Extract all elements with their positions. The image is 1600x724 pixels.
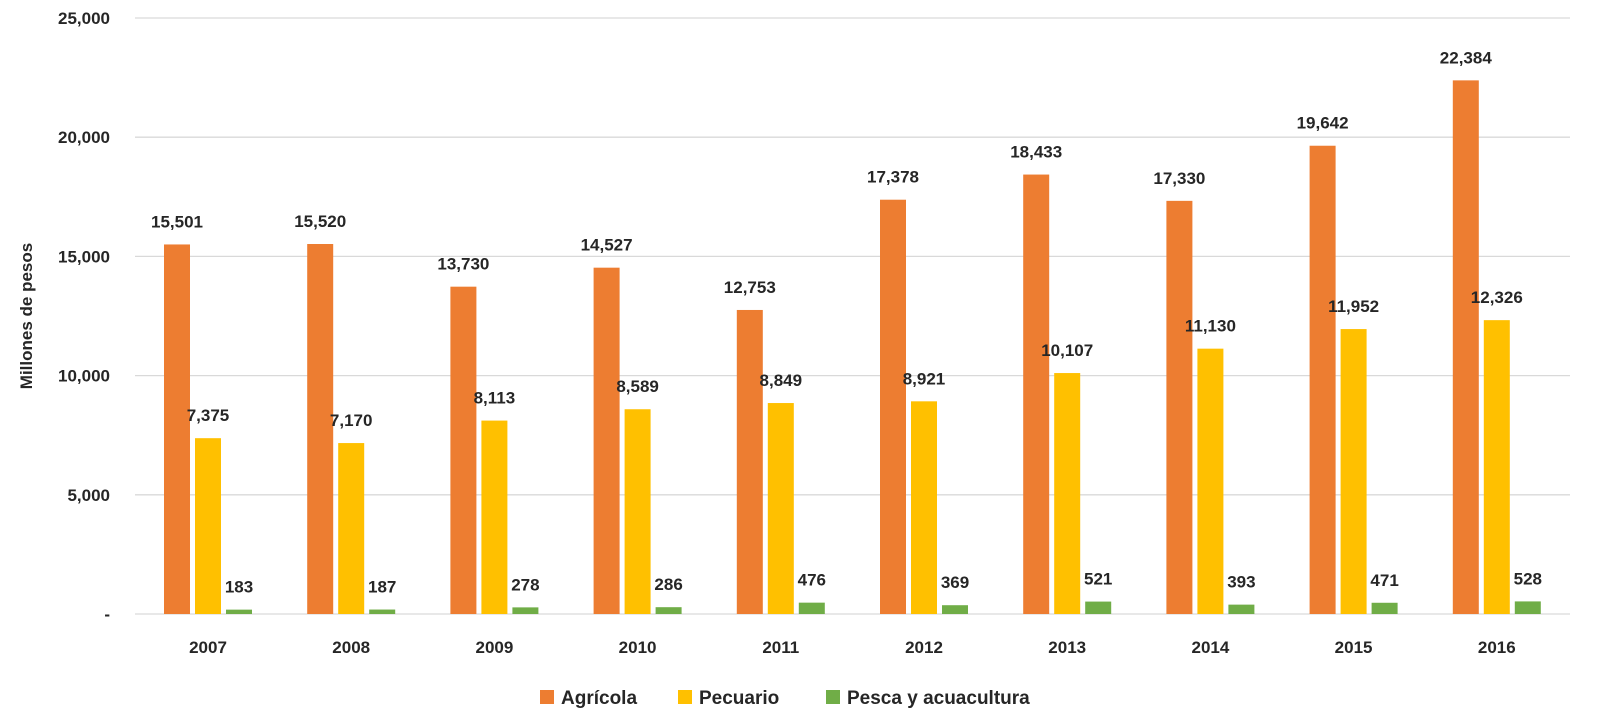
data-label: 8,849: [760, 371, 803, 390]
bar-agr-cola-2016: [1452, 80, 1479, 615]
bar-agr-cola-2008: [307, 244, 334, 614]
bar-pecuario-2011: [767, 403, 794, 614]
legend-swatch: [678, 690, 692, 704]
data-label: 7,375: [187, 406, 230, 425]
data-label: 17,378: [867, 168, 919, 187]
bar-pesca-y-acuacultura-2010: [655, 607, 682, 614]
bar-pecuario-2012: [911, 401, 937, 614]
y-tick-label: 5,000: [67, 486, 110, 505]
bar-pecuario-2016: [1483, 320, 1510, 614]
data-label: 11,130: [1185, 317, 1236, 336]
y-tick-label: 20,000: [58, 128, 110, 147]
x-tick-label: 2007: [189, 638, 227, 657]
bar-agr-cola-2010: [593, 267, 620, 614]
bar-pesca-y-acuacultura-2015: [1371, 602, 1398, 614]
bar-agr-cola-2011: [736, 309, 763, 614]
bar-agr-cola-2007: [164, 244, 190, 614]
data-label: 14,527: [581, 236, 633, 255]
data-label: 15,520: [294, 212, 346, 231]
x-tick-label: 2009: [475, 638, 513, 657]
x-axis: 2007 2008 2009 2010 2011 2012 2013 2014 2015 2016: [189, 638, 1516, 657]
data-label: 11,952: [1328, 297, 1379, 316]
legend-swatch: [826, 690, 840, 704]
y-axis-title: Millones de pesos: [17, 243, 36, 389]
data-label: 528: [1514, 569, 1542, 588]
data-label: 17,330: [1153, 169, 1205, 188]
data-label: 183: [225, 578, 253, 597]
data-label: 8,113: [474, 389, 516, 408]
x-tick-label: 2012: [905, 638, 943, 657]
x-tick-label: 2014: [1191, 638, 1229, 657]
bar-agr-cola-2013: [1023, 174, 1050, 614]
data-labels: 15,501 7,375 183 15,520 7,170 187 13,730 8,113 2…: [151, 48, 1542, 596]
bar-pesca-y-acuacultura-2007: [226, 609, 252, 614]
y-axis: - 5,000 10,000 15,000 20,000 25,000: [58, 9, 110, 624]
bar-pecuario-2009: [481, 420, 508, 614]
data-label: 12,753: [724, 278, 776, 297]
x-tick-label: 2013: [1048, 638, 1086, 657]
data-label: 393: [1227, 573, 1255, 592]
data-label: 18,433: [1010, 143, 1062, 162]
data-label: 476: [798, 571, 826, 590]
data-label: 286: [654, 575, 682, 594]
data-label: 187: [368, 578, 396, 597]
legend-swatch: [540, 690, 554, 704]
bar-pesca-y-acuacultura-2013: [1085, 601, 1112, 614]
legend-label: Agrícola: [561, 688, 637, 709]
data-label: 278: [511, 575, 539, 594]
data-label: 7,170: [330, 411, 373, 430]
bar-pesca-y-acuacultura-2012: [942, 605, 968, 614]
y-tick-label: 10,000: [58, 367, 110, 386]
bar-pesca-y-acuacultura-2008: [369, 609, 396, 614]
bar-agr-cola-2015: [1309, 145, 1336, 614]
data-label: 521: [1084, 570, 1112, 589]
bar-agr-cola-2014: [1166, 200, 1193, 615]
data-label: 369: [941, 573, 969, 592]
bar-pecuario-2010: [624, 409, 651, 614]
y-tick-label: 15,000: [58, 247, 110, 266]
bar-pesca-y-acuacultura-2016: [1514, 601, 1541, 614]
bar-pecuario-2008: [338, 443, 365, 614]
bar-pesca-y-acuacultura-2011: [798, 602, 825, 614]
data-label: 19,642: [1297, 114, 1349, 133]
data-label: 13,730: [437, 255, 489, 274]
bar-agr-cola-2012: [880, 199, 906, 614]
legend: Agrícola Pecuario Pesca y acuacultura: [540, 688, 1030, 709]
bar-pecuario-2007: [195, 438, 221, 614]
bar-pecuario-2014: [1197, 348, 1224, 614]
y-tick-label: -: [104, 605, 110, 624]
bar-pecuario-2013: [1054, 373, 1081, 614]
bar-pesca-y-acuacultura-2009: [512, 607, 539, 614]
data-label: 15,501: [151, 212, 203, 231]
bar-pesca-y-acuacultura-2014: [1228, 604, 1255, 614]
x-tick-label: 2008: [332, 638, 370, 657]
data-label: 22,384: [1440, 48, 1493, 67]
bar-agr-cola-2009: [450, 286, 477, 614]
legend-label: Pesca y acuacultura: [847, 688, 1030, 709]
bar-pecuario-2015: [1340, 329, 1367, 614]
data-label: 8,589: [616, 377, 659, 396]
x-tick-label: 2015: [1335, 638, 1373, 657]
data-label: 471: [1370, 571, 1398, 590]
data-label: 10,107: [1041, 341, 1093, 360]
legend-label: Pecuario: [699, 688, 779, 709]
y-tick-label: 25,000: [58, 9, 110, 28]
x-tick-label: 2011: [762, 638, 799, 657]
data-label: 8,921: [903, 369, 946, 388]
bars: [164, 80, 1541, 615]
x-tick-label: 2016: [1478, 638, 1516, 657]
data-label: 12,326: [1471, 288, 1523, 307]
x-tick-label: 2010: [619, 638, 657, 657]
